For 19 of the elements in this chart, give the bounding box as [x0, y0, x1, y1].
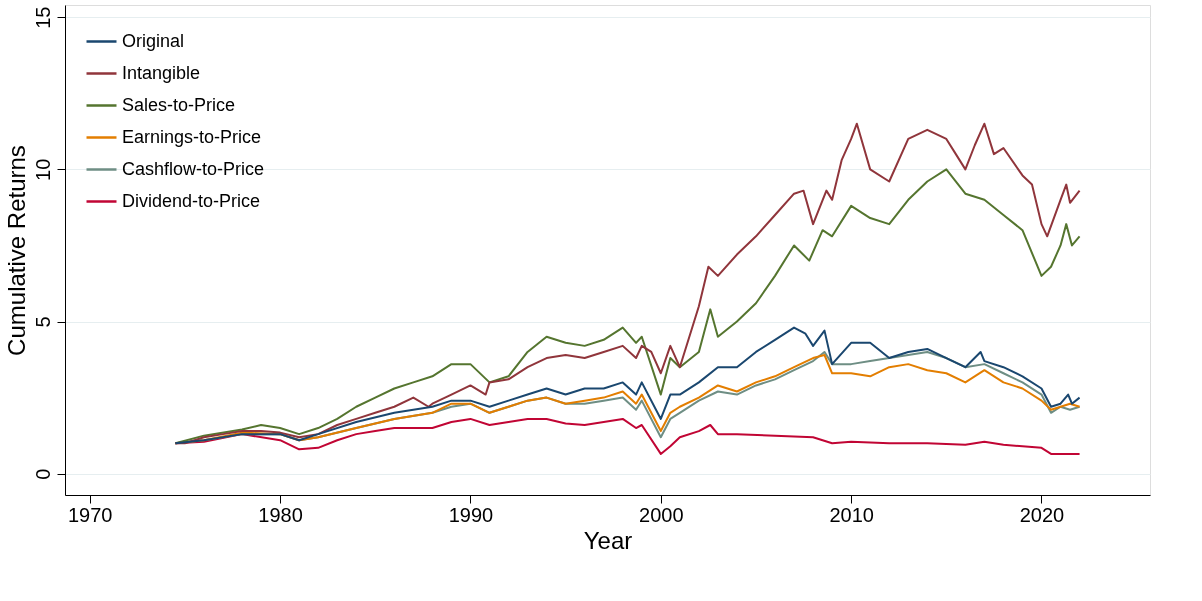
legend-label: Original	[122, 30, 185, 51]
y-tick-label: 15	[31, 6, 54, 29]
legend-label: Sales-to-Price	[122, 94, 236, 115]
legend-label: Dividend-to-Price	[122, 190, 261, 211]
x-tick-label: 1970	[68, 503, 113, 526]
x-tick-label: 2020	[1019, 503, 1065, 526]
legend-label: Intangible	[122, 62, 201, 83]
legend-label: Earnings-to-Price	[122, 126, 262, 147]
x-tick-label: 1990	[448, 503, 494, 526]
y-tick-label: 5	[31, 316, 54, 328]
legend-label: Cashflow-to-Price	[122, 158, 265, 179]
x-tick-label: 2010	[829, 503, 874, 526]
y-tick-label: 10	[31, 158, 54, 181]
x-tick-label: 1980	[258, 503, 303, 526]
y-tick-label: 0	[31, 468, 54, 480]
y-axis-title: Cumulative Returns	[2, 145, 30, 356]
x-axis-title: Year	[583, 526, 633, 554]
line-series	[174, 326, 1081, 445]
x-tick-label: 2000	[639, 503, 684, 526]
